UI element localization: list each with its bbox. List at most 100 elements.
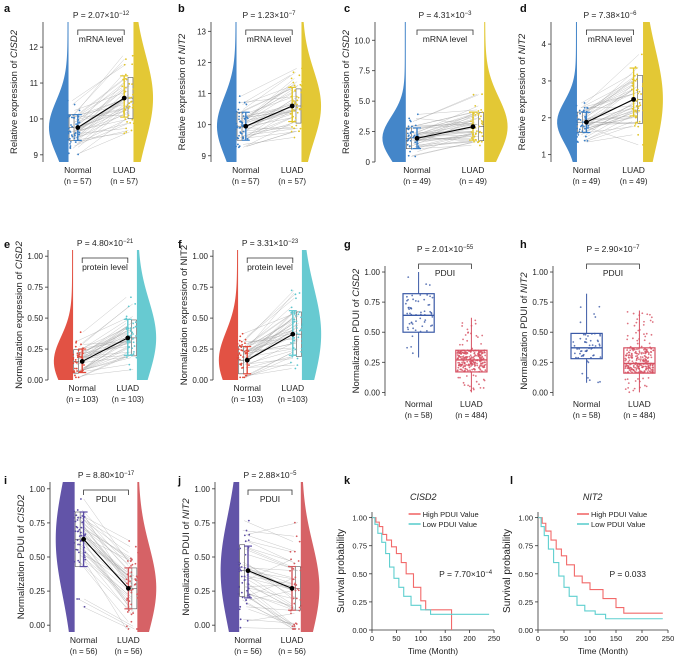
data-point-normal [239,562,242,565]
x-tick-label: 200 [463,634,476,643]
data-point-luad [624,378,627,381]
paired-line [242,599,294,630]
paired-line [79,97,127,137]
data-point-luad [476,362,478,365]
panel-label: f [178,239,182,251]
data-point-luad [132,341,135,344]
paired-line [79,353,134,378]
data-point-luad [130,96,133,99]
data-point-luad [132,333,134,335]
data-point-luad [635,116,637,119]
data-point-luad [634,66,637,68]
paired-line [79,552,133,584]
data-point-luad [626,322,629,325]
data-point-luad [638,347,640,350]
data-point-luad [476,364,479,367]
y-axis-label-text: Normalization PDUI of [351,297,362,394]
mean-point-normal [81,536,86,542]
data-point-luad [290,306,293,309]
data-point-normal [242,137,245,140]
group-n-label: (n = 57) [110,177,138,186]
data-point-normal [579,321,582,324]
data-point-luad [647,365,650,368]
data-point-luad [650,333,653,336]
data-point-luad [131,54,134,57]
y-tick-label: 1 [542,151,547,160]
data-point-normal [580,125,582,128]
half-violin-normal [557,22,577,162]
data-point-normal [577,133,580,136]
data-point-luad [300,566,303,568]
data-point-luad [639,358,642,361]
data-point-luad [466,360,469,363]
paired-line [78,519,130,561]
data-point-luad [461,356,463,358]
data-point-luad [627,386,630,389]
paired-line [241,68,297,97]
group-label: Normal [68,383,96,393]
paired-line [79,121,123,154]
data-point-luad [295,320,298,323]
data-point-luad [293,625,296,628]
comparison-bracket [586,29,634,35]
data-point-luad [637,105,640,108]
data-point-normal [424,319,427,322]
group-label: LUAD [628,399,651,409]
paired-line [242,362,293,378]
data-point-normal [410,321,413,324]
paired-line [248,311,296,358]
data-point-luad [630,88,633,91]
data-point-normal [593,346,596,349]
data-point-normal [69,140,72,143]
data-point-normal [584,341,586,344]
data-point-luad [636,352,638,355]
p-value: P = 0.033 [610,569,647,579]
data-point-luad [641,82,644,85]
data-point-luad [296,364,299,367]
data-point-luad [460,357,463,360]
data-point-normal [69,114,72,117]
km-curve-high [538,517,663,614]
data-point-luad [293,623,296,626]
data-point-luad [468,358,470,361]
data-point-luad [462,355,465,358]
data-point-luad [631,107,634,110]
paired-line [77,326,127,357]
y-tick-label: 0.75 [352,542,367,551]
y-tick-label: 0.00 [29,621,45,630]
paired-line [79,336,133,372]
paired-line [412,94,478,122]
data-point-luad [481,111,484,114]
y-axis-label-gene: CISD2 [9,29,20,58]
data-point-luad [298,333,300,336]
data-point-luad [131,83,133,86]
y-tick-label: 0.50 [518,570,533,579]
data-point-luad [128,102,131,105]
paired-line [245,131,297,139]
data-point-normal [586,139,589,142]
data-point-normal [583,106,586,109]
paired-line [240,108,299,119]
group-n-label: (n = 56) [70,647,98,656]
data-point-luad [631,82,634,85]
data-point-normal [238,566,241,569]
paired-line [76,318,126,342]
data-point-luad [626,352,628,355]
data-point-luad [298,130,301,133]
mean-point-luad [121,95,127,101]
panel-label: i [4,475,7,487]
paired-line [414,139,474,149]
data-point-normal [71,125,74,128]
data-point-normal [411,323,414,325]
data-point-luad [650,369,652,371]
paired-line [414,141,472,145]
p-value-text: P = 8.80×10 [78,470,124,480]
half-violin-normal [216,22,237,162]
paired-line [242,125,291,132]
data-point-normal [77,559,80,562]
data-point-normal [78,528,81,531]
panel-label: c [344,3,350,15]
paired-line [72,123,128,139]
data-point-normal [69,143,71,145]
